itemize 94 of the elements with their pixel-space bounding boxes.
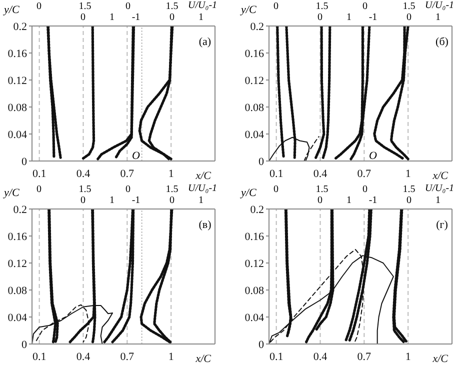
y-tick-label: 0 xyxy=(22,338,28,351)
text: 0 xyxy=(80,12,86,23)
annotation: O xyxy=(132,150,140,162)
text: 1.5 xyxy=(166,184,178,195)
text: -1 xyxy=(132,12,140,23)
text: 1 xyxy=(436,12,440,23)
y-tick-label: 0.12 xyxy=(244,74,264,87)
y-tick-label: 0.12 xyxy=(8,258,27,270)
y-tick-label: 0.04 xyxy=(8,312,28,324)
y-axis-title: y/C xyxy=(241,187,256,199)
y-tick-label: 0.04 xyxy=(8,128,28,141)
text: 0 xyxy=(170,12,174,23)
x-tick-label: 0.4 xyxy=(313,168,328,180)
text: 0 xyxy=(36,184,42,195)
text: 0 xyxy=(274,1,278,12)
text: 0 xyxy=(318,195,322,206)
x-axis-title: x/C xyxy=(432,353,449,365)
x-tick-label: 0.4 xyxy=(313,350,328,363)
annotation: O xyxy=(369,150,377,162)
y-tick-label: 0.16 xyxy=(8,230,28,243)
y-tick-label: 0 xyxy=(258,338,264,351)
text: 0 xyxy=(36,1,42,12)
x-tick-label: 0.7 xyxy=(357,168,372,180)
x-tick-label: 0.7 xyxy=(120,168,135,180)
y-axis-title: y/C xyxy=(241,4,256,16)
y-tick-label: 0.08 xyxy=(244,102,264,114)
y-axis-title: y/C xyxy=(4,187,20,199)
y-tick-label: 0.04 xyxy=(244,128,264,141)
x2-axis-title: U/U₀-1 xyxy=(188,183,218,194)
text: 1.5 xyxy=(402,184,416,195)
text: -1 xyxy=(368,12,378,23)
y-tick-label: 0.12 xyxy=(244,258,264,270)
x-tick-label: 1 xyxy=(405,350,411,363)
annotation: (г) xyxy=(436,219,448,231)
x2-axis-title: U/U₀-1 xyxy=(188,0,218,11)
text: 1.5 xyxy=(402,1,416,12)
text: 1 xyxy=(110,195,114,206)
text: 0 xyxy=(406,195,412,206)
y-tick-label: 0.2 xyxy=(13,204,27,216)
annotation: (б) xyxy=(436,36,448,48)
text: 0 xyxy=(318,12,322,23)
x2-axis-title: U/U₀-1 xyxy=(425,0,454,11)
x-tick-label: 1 xyxy=(405,168,411,180)
y-tick-label: 0 xyxy=(258,156,264,168)
y-tick-label: 0.2 xyxy=(13,20,27,33)
text: -1 xyxy=(368,195,378,206)
x-tick-label: 0.1 xyxy=(269,168,284,180)
text: 1.5 xyxy=(316,1,328,12)
y-tick-label: 0.2 xyxy=(250,204,264,216)
x-tick-label: 1 xyxy=(168,168,174,180)
y-tick-label: 0.16 xyxy=(244,48,264,60)
x-tick-label: 0.7 xyxy=(120,350,135,363)
y-tick-label: 0.08 xyxy=(8,284,28,297)
text: 0 xyxy=(170,195,174,206)
text: 0 xyxy=(274,184,278,195)
text: 1.5 xyxy=(78,184,92,195)
text: 0 xyxy=(126,184,130,195)
y-tick-label: 0.04 xyxy=(244,312,264,324)
text: 0 xyxy=(406,12,412,23)
text: 1.5 xyxy=(316,184,328,195)
y-tick-label: 0.16 xyxy=(8,48,28,60)
text: 0 xyxy=(362,184,368,195)
text: 1 xyxy=(198,12,204,23)
y-tick-label: 0 xyxy=(22,156,28,168)
y-tick-label: 0.2 xyxy=(250,20,264,33)
x-axis-title: x/C xyxy=(432,170,449,182)
x-tick-label: 0.4 xyxy=(76,168,91,180)
y-tick-label: 0.16 xyxy=(244,230,264,243)
x-tick-label: 0.1 xyxy=(32,350,46,363)
text: 1 xyxy=(110,12,114,23)
text: 1 xyxy=(346,195,352,206)
x-tick-label: 0.1 xyxy=(269,350,284,363)
x-tick-label: 0.7 xyxy=(357,350,372,363)
text: -1 xyxy=(132,195,140,206)
x2-axis-title: U/U₀-1 xyxy=(425,183,454,194)
text: 0 xyxy=(362,1,368,12)
y-tick-label: 0.12 xyxy=(8,74,27,87)
text: 1.5 xyxy=(166,1,178,12)
text: 0 xyxy=(80,195,86,206)
text: 0 xyxy=(126,1,130,12)
y-tick-label: 0.08 xyxy=(8,102,28,114)
x-tick-label: 0.1 xyxy=(32,168,46,180)
x-tick-label: 0.4 xyxy=(76,350,91,363)
text: 1 xyxy=(436,195,440,206)
text: 1 xyxy=(198,195,204,206)
y-axis-title: y/C xyxy=(4,4,20,16)
x-tick-label: 1 xyxy=(168,350,174,363)
x-axis-title: x/C xyxy=(194,353,212,365)
y-tick-label: 0.08 xyxy=(244,284,264,297)
annotation: (в) xyxy=(198,219,212,231)
x-axis-title: x/C xyxy=(194,170,212,182)
text: 1.5 xyxy=(78,1,92,12)
text: 1 xyxy=(346,12,352,23)
annotation: (а) xyxy=(198,36,212,48)
